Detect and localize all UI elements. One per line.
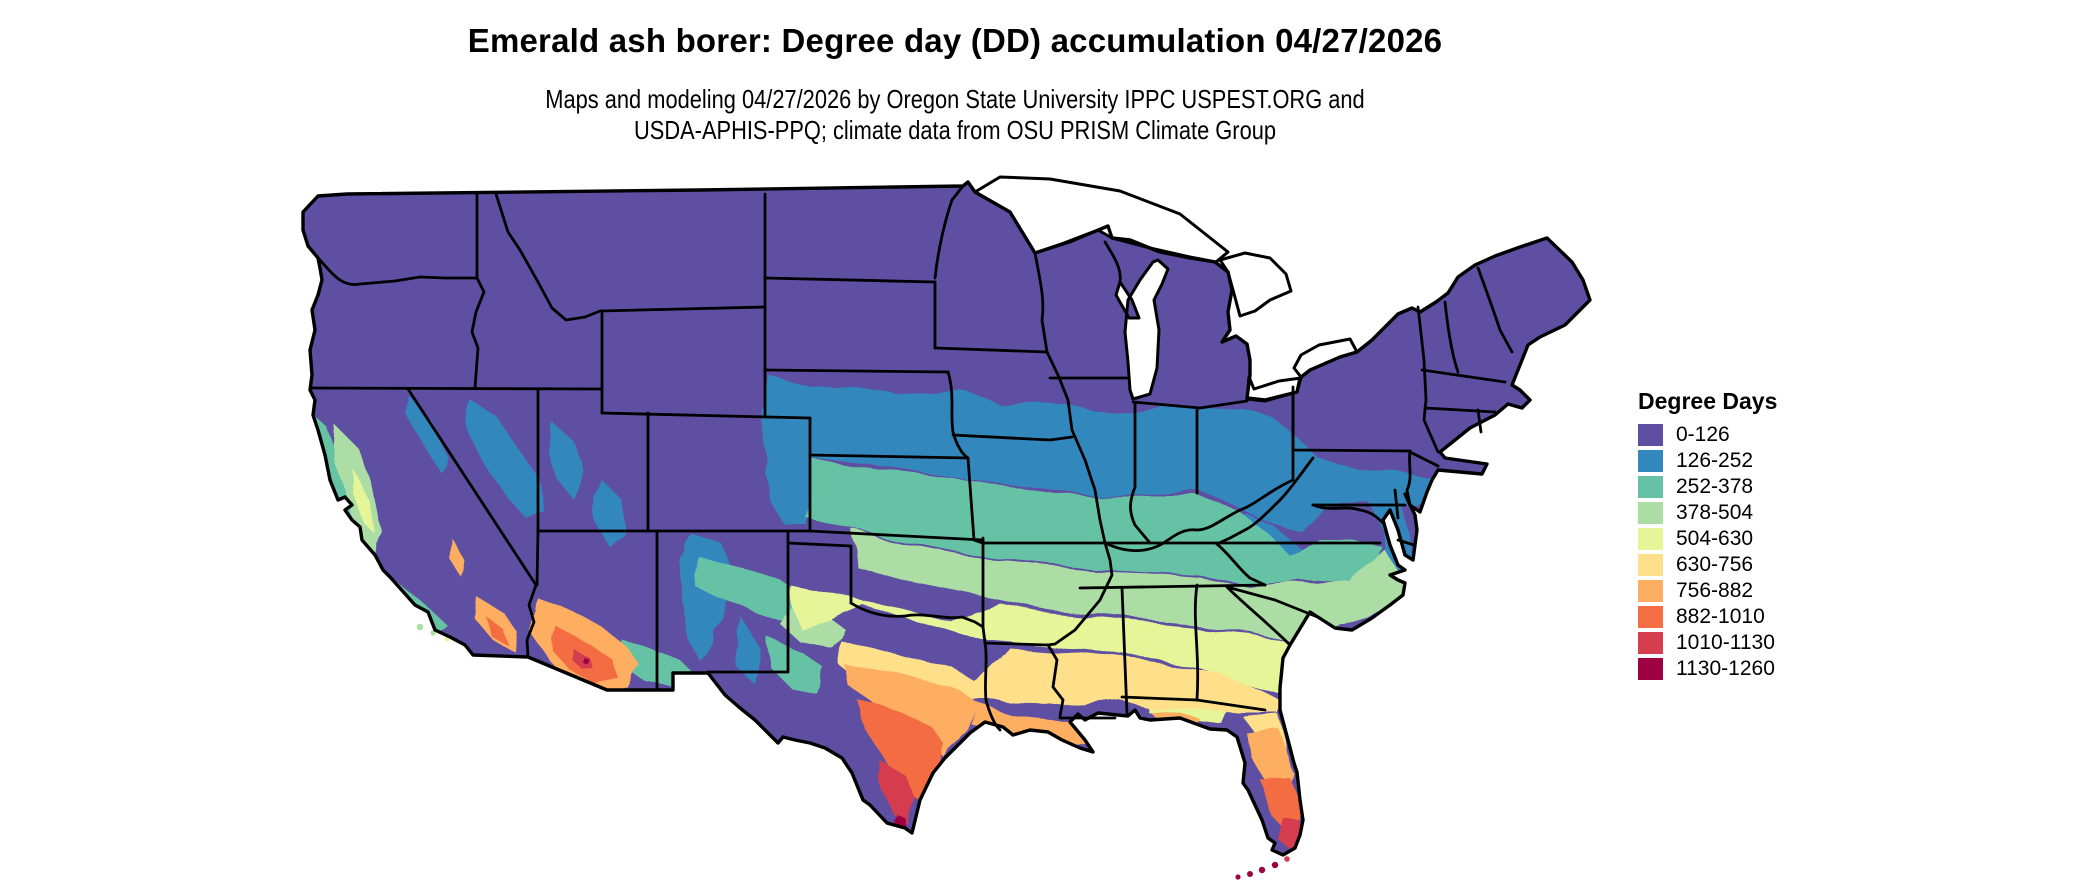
legend-row: 504-630 bbox=[1638, 527, 1777, 550]
legend-row: 0-126 bbox=[1638, 423, 1777, 446]
legend-label: 1010-1130 bbox=[1676, 631, 1775, 654]
legend-label: 252-378 bbox=[1676, 475, 1754, 498]
page-title: Emerald ash borer: Degree day (DD) accum… bbox=[467, 22, 1443, 59]
border-or-id bbox=[470, 276, 486, 390]
degree-day-raster bbox=[303, 182, 1590, 855]
border-wa-or bbox=[316, 256, 479, 286]
legend-swatch-378-504 bbox=[1638, 502, 1663, 524]
border-wi-mi-up bbox=[1103, 240, 1122, 284]
border-ga-sc bbox=[1225, 585, 1292, 647]
border-41n bbox=[600, 411, 812, 420]
legend-swatch-252-378 bbox=[1638, 476, 1663, 498]
legend-label: 504-630 bbox=[1676, 527, 1754, 550]
band-126-252 bbox=[402, 372, 1450, 682]
band-630-756 bbox=[838, 638, 1293, 766]
band-882-1010 bbox=[488, 618, 1301, 833]
legend-row: 1010-1130 bbox=[1638, 631, 1777, 654]
legend-swatch-1010-1130 bbox=[1638, 632, 1663, 654]
border-ma-s bbox=[1423, 406, 1497, 414]
legend-label: 756-882 bbox=[1676, 579, 1754, 602]
legend-label: 0-126 bbox=[1676, 423, 1730, 446]
border-42n bbox=[309, 386, 604, 391]
degree-days-legend: Degree Days 0-126 126-252 252-378 378-50… bbox=[1638, 388, 1777, 684]
legend-label: 630-756 bbox=[1676, 553, 1754, 576]
legend-label: 882-1010 bbox=[1676, 605, 1765, 628]
legend-swatch-126-252 bbox=[1638, 450, 1663, 472]
border-ct-ri bbox=[1476, 408, 1483, 434]
legend-swatch-504-630 bbox=[1638, 528, 1663, 550]
border-ar-la bbox=[983, 641, 1050, 647]
border-de-md bbox=[1393, 488, 1400, 520]
border-ny-pa bbox=[1291, 393, 1412, 453]
border-ny-vt bbox=[1416, 305, 1440, 454]
subtitle-line-2: USDA-APHIS-PPQ; climate data from OSU PR… bbox=[633, 115, 1277, 145]
border-ca-az bbox=[525, 583, 538, 659]
border-nv-az bbox=[535, 529, 540, 587]
legend-row: 252-378 bbox=[1638, 475, 1777, 498]
border-ne-ks bbox=[808, 453, 970, 460]
border-37n bbox=[536, 529, 985, 542]
page-subtitle: Maps and modeling 04/27/2026 by Oregon S… bbox=[153, 84, 1757, 146]
state-borders bbox=[309, 184, 1514, 732]
border-sd-ne bbox=[763, 368, 950, 374]
legend-swatch-756-882 bbox=[1638, 580, 1663, 602]
legend-label: 378-504 bbox=[1676, 501, 1754, 524]
us-outline bbox=[301, 180, 1592, 857]
border-potomac bbox=[1311, 503, 1385, 525]
border-mississippi-river bbox=[1045, 350, 1114, 718]
border-ny-nj bbox=[1408, 450, 1440, 468]
border-nd-sd bbox=[763, 276, 937, 284]
border-red-river bbox=[849, 601, 985, 629]
channel-islands bbox=[416, 623, 450, 642]
border-ms-al bbox=[1120, 586, 1129, 716]
border-id-mt bbox=[494, 192, 602, 322]
border-nh-me bbox=[1476, 266, 1514, 354]
legend-row: 126-252 bbox=[1638, 449, 1777, 472]
legend-swatch-630-756 bbox=[1638, 554, 1663, 576]
border-ca-nv bbox=[406, 387, 538, 587]
border-nm-tx bbox=[706, 529, 790, 674]
border-nc-sc bbox=[1225, 585, 1322, 620]
border-ok-panhandle bbox=[786, 541, 853, 605]
legend-label: 1130-1260 bbox=[1676, 657, 1775, 680]
border-vt-nh bbox=[1443, 300, 1460, 374]
border-ohio-river bbox=[1103, 478, 1295, 553]
border-ma-n bbox=[1420, 368, 1507, 384]
legend-row: 378-504 bbox=[1638, 501, 1777, 524]
legend-row: 756-882 bbox=[1638, 579, 1777, 602]
legend-label: 126-252 bbox=[1676, 449, 1754, 472]
border-nd-mn bbox=[933, 184, 965, 280]
border-fl-n bbox=[1120, 695, 1267, 712]
border-va-wv bbox=[1215, 456, 1315, 546]
band-504-630 bbox=[350, 468, 1322, 726]
border-mi-s bbox=[1131, 399, 1249, 410]
border-al-ga bbox=[1193, 583, 1200, 702]
border-de-nj-river bbox=[1405, 449, 1412, 507]
border-il-in bbox=[1129, 401, 1152, 545]
lake-michigan bbox=[1114, 258, 1170, 401]
border-tn-s bbox=[1078, 583, 1267, 590]
border-mt-wy bbox=[598, 305, 767, 313]
border-mn-ia bbox=[933, 346, 1049, 354]
legend-swatch-882-1010 bbox=[1638, 606, 1663, 628]
florida-keys bbox=[1235, 856, 1290, 880]
border-mn-wi bbox=[1033, 251, 1049, 354]
legend-row: 630-756 bbox=[1638, 553, 1777, 576]
border-ne-ia-river bbox=[946, 370, 970, 460]
legend-swatch-1130-1260 bbox=[1638, 658, 1663, 680]
legend-row: 1130-1260 bbox=[1638, 657, 1777, 680]
legend-row: 882-1010 bbox=[1638, 605, 1777, 628]
border-tn-nc bbox=[1215, 542, 1267, 587]
band-252-378 bbox=[311, 413, 1382, 691]
legend-swatch-0-126 bbox=[1638, 424, 1663, 446]
subtitle-line-1: Maps and modeling 04/27/2026 by Oregon S… bbox=[545, 84, 1365, 114]
border-ok-ar bbox=[981, 536, 987, 645]
band-378-504 bbox=[336, 428, 1408, 647]
legend-title: Degree Days bbox=[1638, 388, 1778, 414]
border-ia-mo bbox=[951, 433, 1074, 442]
